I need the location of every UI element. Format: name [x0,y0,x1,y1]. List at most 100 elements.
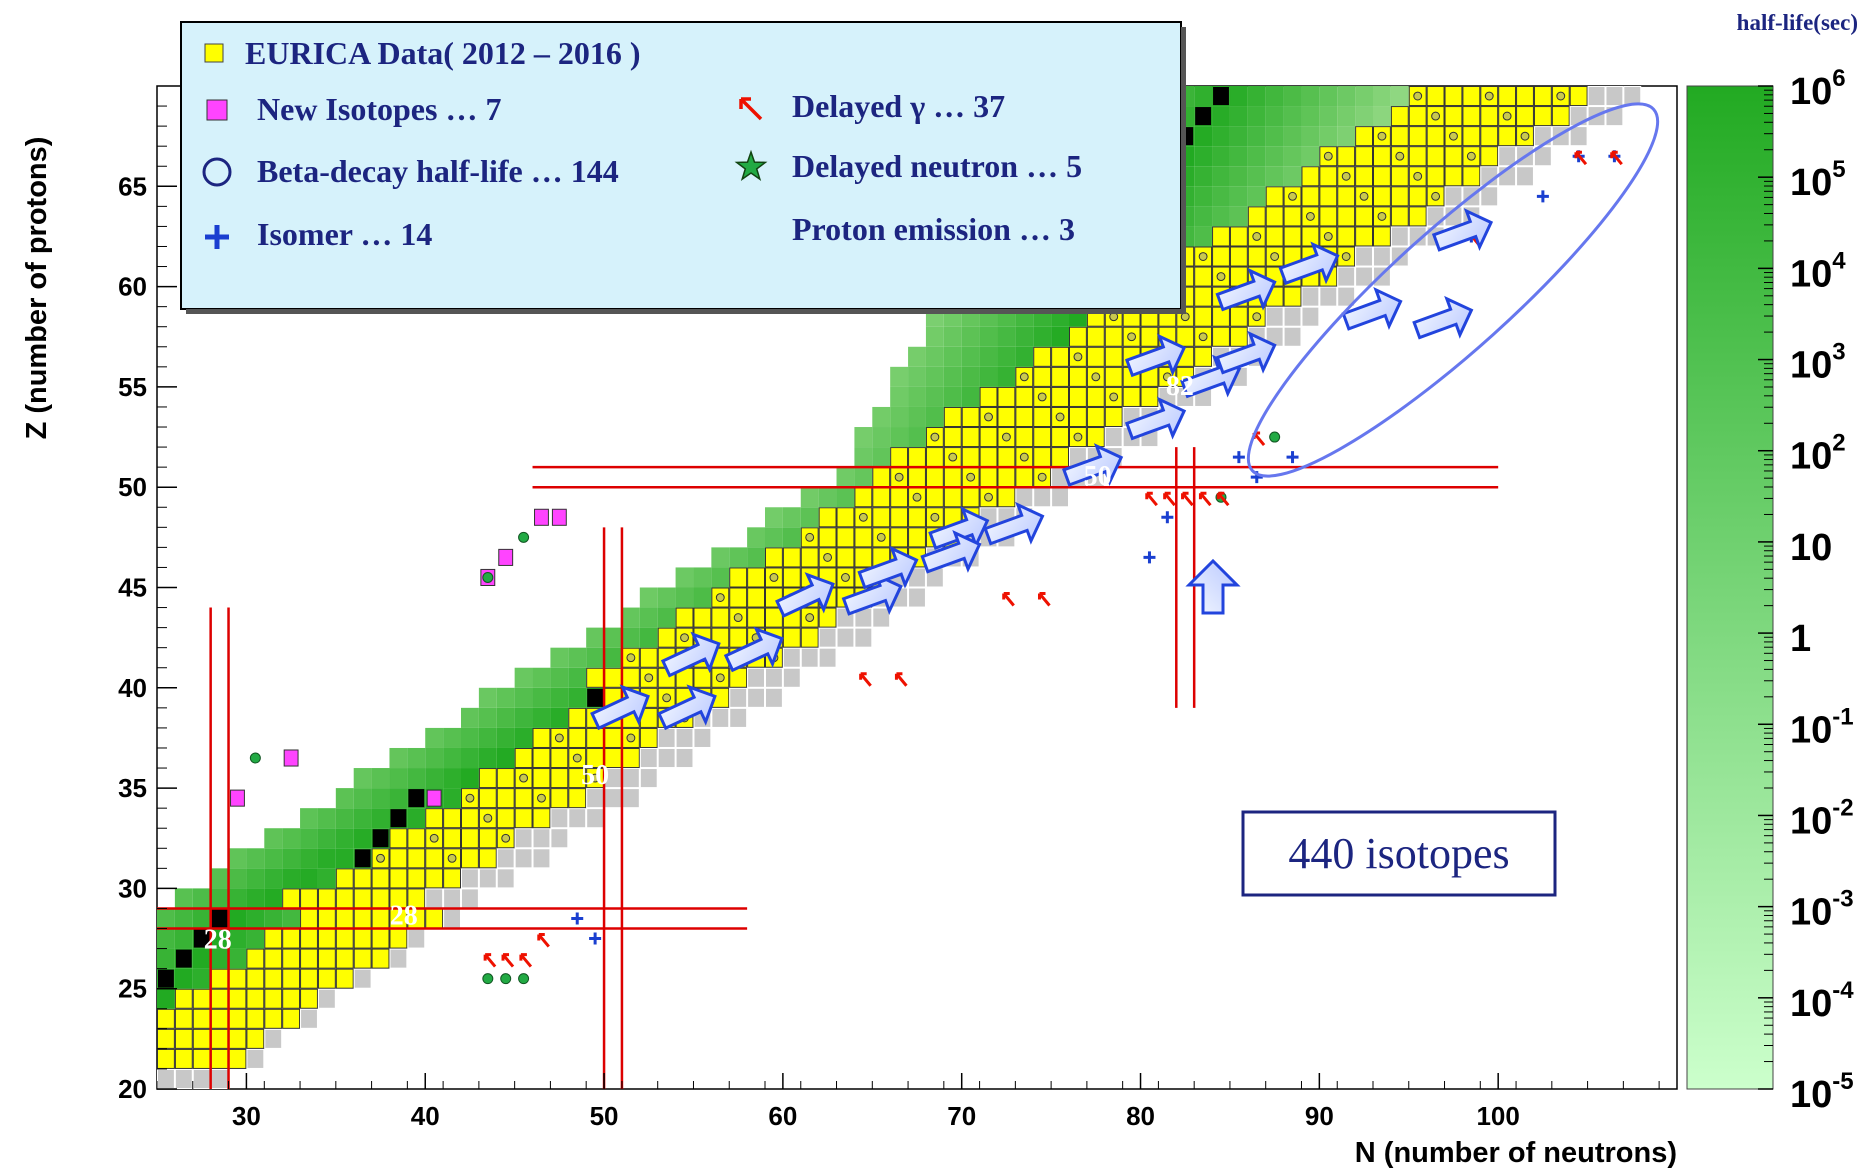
eurica-cell [1212,326,1230,347]
eurica-cell [1337,206,1356,227]
beta-decay-circle [626,733,636,743]
beta-decay-circle [1449,131,1458,141]
known-cell [514,707,533,728]
eurica-cell [1104,366,1123,387]
predicted-cell [514,848,533,869]
r-process-arrow-body [920,529,982,574]
beta-decay-circle [1395,151,1405,161]
known-cell [1355,86,1374,107]
beta-decay-circle [1162,372,1172,382]
r-process-arrow [1062,443,1124,487]
r-process-arrow-body [590,684,650,731]
eurica-cell [300,888,318,909]
delayed-gamma-arrow [859,672,872,687]
eurica-cell [371,928,390,949]
predicted-cell [532,848,551,869]
x-tick-label: 50 [590,1101,619,1131]
stable-cell [157,968,175,989]
known-cell [389,768,408,789]
known-cell [1301,146,1320,167]
known-cell [389,788,408,809]
beta-decay-circle [1252,312,1262,322]
eurica-cell [1086,326,1105,347]
stable-cell [389,808,408,829]
eurica-cell [496,808,515,829]
predicted-cell [657,747,676,769]
eurica-cell [729,627,748,648]
known-cell [854,467,873,488]
known-cell [1319,126,1338,147]
eurica-cell [353,908,372,929]
eurica-cell [1247,246,1266,267]
beta-decay-circle [1270,252,1280,261]
delayed-gamma-arrow [501,953,515,968]
predicted-cell [461,868,479,889]
known-cell [1229,126,1248,147]
known-cell [1247,186,1266,207]
r-process-arrow-body [1124,396,1187,441]
known-cell [1283,166,1302,187]
predicted-cell [586,788,605,809]
eurica-cell [1390,106,1409,127]
known-cell [1212,146,1230,167]
eurica-cell [1319,206,1338,227]
eurica-cell [210,1048,229,1069]
known-cell [496,727,515,748]
r-process-arrow [656,684,717,731]
eurica-cell [854,487,873,508]
predicted-cell [532,828,551,849]
predicted-cell [246,1048,265,1069]
eurica-cell [1051,366,1070,387]
eurica-cell [872,507,891,528]
eurica-cell [282,888,301,909]
eurica-cell [300,908,318,929]
eurica-cell [1533,106,1552,127]
eurica-cell [1229,326,1248,347]
known-cell [1015,346,1034,367]
known-cell [407,768,426,789]
predicted-cell [1587,86,1606,107]
known-cell [1015,326,1034,347]
known-cell [961,366,980,387]
legend-label: Beta-decay half-life … 144 [257,153,619,189]
r-process-arrow-body [983,501,1045,546]
known-cell [908,406,926,428]
predicted-cell [1373,246,1391,267]
eurica-cell [371,948,390,969]
r-process-arrow-body [1215,330,1277,375]
r-process-arrow-body [1412,295,1474,340]
eurica-cell [246,948,265,969]
stable-cell [586,687,605,708]
eurica-cell [747,587,766,608]
known-cell [443,768,461,789]
legend-delayed-neutron-icon [734,149,768,181]
known-cell [568,687,587,708]
predicted-cell [1516,166,1534,187]
eurica-cell [389,848,408,869]
known-cell [925,406,944,428]
known-cell [532,707,551,728]
eurica-cell [854,527,873,548]
legend-isomer-icon [205,225,229,249]
predicted-cell [317,988,336,1009]
known-cell [389,747,408,769]
known-cell [1194,186,1213,207]
beta-decay-circle [1073,352,1083,362]
legend-label: Delayed γ … 37 [792,88,1005,124]
eurica-cell [389,828,408,849]
beta-decay-circle [912,492,922,502]
known-cell [1212,206,1230,227]
known-cell [174,908,193,929]
eurica-cell [496,788,515,809]
eurica-cell [1337,226,1356,247]
axis-ticks [156,105,1660,1090]
y-tick-label: 45 [118,573,147,603]
eurica-cell [657,627,676,648]
eurica-cell [192,1028,211,1049]
legend-beta-decay-icon [202,157,232,187]
beta-decay-circle [841,573,850,582]
known-cell [246,928,265,949]
known-cell [943,386,962,407]
predicted-cell [818,627,837,648]
new-isotope-cell [534,508,549,526]
